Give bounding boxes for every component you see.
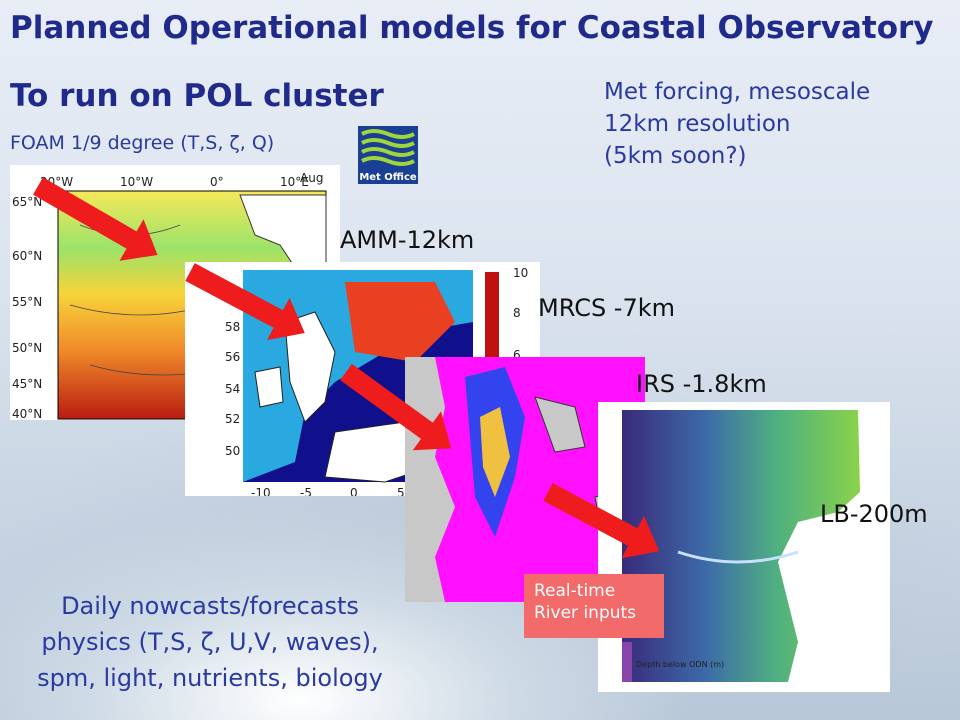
met-forcing-line: (5km soon?) (604, 143, 747, 169)
slide-title: Planned Operational models for Coastal O… (10, 10, 934, 46)
foam-lat-tick: 55°N (12, 295, 43, 309)
met-forcing-text: Met forcing, mesoscale 12km resolution (… (604, 76, 870, 172)
lb-map-image (622, 410, 860, 682)
amm-label: AMM-12km (340, 226, 475, 254)
mrcs-x-tick: -10 (251, 486, 271, 496)
colorbar-tick: 6 (513, 348, 521, 362)
foam-lat-tick: 40°N (12, 407, 43, 420)
daily-line: physics (T,S, ζ, U,V, waves), (41, 628, 379, 656)
mrcs-x-tick: -5 (300, 486, 312, 496)
realtime-line: Real-time (534, 581, 616, 601)
met-forcing-line: Met forcing, mesoscale (604, 79, 871, 105)
mrcs-y-tick: 58 (225, 320, 241, 334)
mrcs-label: MRCS -7km (538, 294, 676, 322)
colorbar-tick: 10 (513, 266, 529, 280)
daily-line: Daily nowcasts/forecasts (61, 592, 359, 620)
daily-line: spm, light, nutrients, biology (37, 664, 383, 692)
mrcs-y-tick: 50 (225, 444, 241, 458)
foam-lat-tick: 60°N (12, 249, 43, 263)
mrcs-y-tick: 52 (225, 412, 241, 426)
irs-label: IRS -1.8km (636, 370, 767, 398)
foam-lat-tick: 50°N (12, 341, 43, 355)
realtime-line: River inputs (534, 603, 637, 623)
met-office-logo: Met Office (358, 126, 418, 184)
met-forcing-line: 12km resolution (604, 111, 791, 137)
mrcs-y-tick: 56 (225, 350, 241, 364)
foam-lat-tick: 45°N (12, 377, 43, 391)
foam-month: Aug (300, 171, 324, 185)
wave-lines-icon (361, 129, 415, 166)
lb-colorbar-label: Depth below ODN (m) (636, 660, 725, 669)
foam-lat-tick: 65°N (12, 195, 43, 209)
slide-subtitle: To run on POL cluster (10, 78, 384, 114)
foam-lon-tick: 10°W (120, 175, 154, 189)
foam-lon-tick: 0° (210, 175, 224, 189)
daily-forecast-text: Daily nowcasts/forecasts physics (T,S, ζ… (0, 588, 420, 696)
mrcs-x-tick: 5 (397, 486, 405, 496)
irs-map-image (435, 357, 645, 602)
mrcs-x-tick: 0 (350, 486, 358, 496)
foam-lon-tick: 10°E (280, 175, 309, 189)
colorbar-tick: 8 (513, 306, 521, 320)
foam-label: FOAM 1/9 degree (T,S, ζ, Q) (10, 132, 275, 154)
mrcs-y-tick: 54 (225, 382, 241, 396)
logo-text: Met Office (359, 172, 417, 183)
lb-label: LB-200m (820, 500, 928, 528)
realtime-river-box: Real-time River inputs (524, 574, 664, 638)
